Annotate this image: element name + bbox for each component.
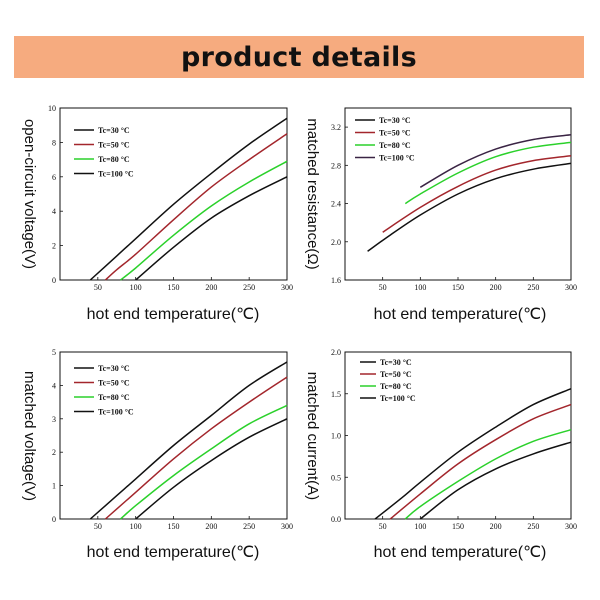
y-tick-label: 4 [52, 207, 56, 216]
x-axis-label: hot end temperature(℃) [374, 544, 547, 561]
legend-label-1: Tc=30 °C [380, 358, 412, 367]
x-tick-label: 300 [565, 283, 577, 292]
x-tick-label: 250 [243, 522, 255, 531]
x-tick-label: 100 [130, 283, 142, 292]
x-tick-label: 50 [379, 522, 387, 531]
y-tick-label: 2 [52, 242, 56, 251]
y-tick-label: 0.5 [331, 473, 341, 482]
y-tick-label: 2.8 [331, 161, 341, 170]
series-line-2 [382, 155, 572, 233]
legend-label-2: Tc=50 °C [98, 379, 130, 388]
y-tick-label: 2.0 [331, 348, 341, 357]
y-tick-label: 10 [48, 104, 56, 113]
y-axis-label: matched resistance(Ω) [304, 118, 321, 269]
title-banner: product details [14, 36, 584, 78]
series-line-1 [374, 388, 572, 520]
x-tick-label: 300 [281, 522, 293, 531]
x-tick-label: 300 [565, 522, 577, 531]
x-tick-label: 150 [168, 283, 180, 292]
series-line-1 [89, 361, 288, 520]
legend-label-2: Tc=50 °C [379, 129, 411, 138]
y-axis-label: open-circuit voltage(V) [21, 119, 38, 269]
legend-label-4: Tc=100 °C [380, 394, 416, 403]
series-line-3 [120, 404, 288, 520]
y-tick-label: 2 [52, 448, 56, 457]
x-tick-label: 150 [452, 522, 464, 531]
y-axis-label: matched voltage(V) [21, 371, 38, 501]
x-tick-label: 200 [490, 283, 502, 292]
y-tick-label: 1 [52, 482, 56, 491]
series-line-4 [135, 176, 288, 281]
y-tick-label: 3 [52, 415, 56, 424]
y-tick-label: 1.6 [331, 276, 341, 285]
series-line-2 [389, 403, 572, 520]
legend-label-4: Tc=100 °C [98, 170, 134, 179]
y-tick-label: 2.4 [331, 200, 341, 209]
series-line-1 [89, 117, 288, 281]
legend-label-1: Tc=30 °C [379, 116, 411, 125]
y-tick-label: 5 [52, 348, 56, 357]
y-tick-label: 6 [52, 173, 56, 182]
y-tick-label: 8 [52, 138, 56, 147]
x-tick-label: 50 [379, 283, 387, 292]
x-tick-label: 100 [414, 283, 426, 292]
x-tick-label: 200 [205, 522, 217, 531]
chart-3: 50 100 150 200 250 300 0 1 2 3 4 5 Tc=30 °C Tc=50 °C T… [21, 348, 293, 561]
chart-4: 50 100 150 200 250 300 0.0 0.5 1.0 1.5 2.0 Tc=30 °C… [304, 348, 577, 561]
x-axis-label: hot end temperature(℃) [87, 306, 260, 323]
x-tick-label: 300 [281, 283, 293, 292]
y-tick-label: 0 [52, 515, 56, 524]
legend-label-2: Tc=50 °C [380, 370, 412, 379]
legend-label-1: Tc=30 °C [98, 364, 130, 373]
y-tick-label: 0.0 [331, 515, 341, 524]
y-tick-label: 4 [52, 381, 56, 390]
x-tick-label: 150 [452, 283, 464, 292]
series-line-2 [104, 133, 288, 281]
series-line-3 [404, 428, 572, 520]
legend-label-3: Tc=80 °C [379, 141, 411, 150]
x-tick-label: 250 [243, 283, 255, 292]
series-line-3 [404, 141, 572, 205]
series-line-1 [367, 162, 572, 252]
y-tick-label: 1.0 [331, 432, 341, 441]
y-tick-label: 1.5 [331, 390, 341, 399]
x-axis-label: hot end temperature(℃) [87, 544, 260, 561]
y-tick-label: 0 [52, 276, 56, 285]
legend-label-3: Tc=80 °C [380, 382, 412, 391]
chart-1: 50 100 150 200 250 300 0 2 4 6 8 10 Tc=30 °C Tc=50 °C… [21, 104, 293, 323]
x-axis-label: hot end temperature(℃) [374, 306, 547, 323]
legend-label-4: Tc=100 °C [98, 408, 134, 417]
legend-label-3: Tc=80 °C [98, 393, 130, 402]
y-tick-label: 3.2 [331, 123, 341, 132]
series-line-4 [135, 418, 288, 520]
x-tick-label: 200 [490, 522, 502, 531]
y-tick-label: 2.0 [331, 238, 341, 247]
page-title: product details [181, 41, 417, 73]
series-line-2 [104, 376, 288, 520]
x-tick-label: 50 [94, 283, 102, 292]
plot-frame [344, 351, 572, 520]
y-axis-label: matched current(A) [304, 372, 321, 500]
series-line-3 [120, 160, 288, 281]
x-tick-label: 100 [130, 522, 142, 531]
x-tick-label: 250 [527, 522, 539, 531]
x-tick-label: 50 [94, 522, 102, 531]
x-tick-label: 200 [205, 283, 217, 292]
series-line-4 [419, 134, 572, 188]
x-tick-label: 100 [414, 522, 426, 531]
legend-label-3: Tc=80 °C [98, 155, 130, 164]
x-tick-label: 150 [168, 522, 180, 531]
series-line-4 [419, 441, 572, 520]
chart-2: 50 100 150 200 250 300 1.6 2.0 2.4 2.8 3.2 Tc=30 °C… [304, 107, 577, 323]
legend-label-4: Tc=100 °C [379, 154, 415, 163]
x-tick-label: 250 [527, 283, 539, 292]
legend-label-2: Tc=50 °C [98, 141, 130, 150]
legend-label-1: Tc=30 °C [98, 126, 130, 135]
